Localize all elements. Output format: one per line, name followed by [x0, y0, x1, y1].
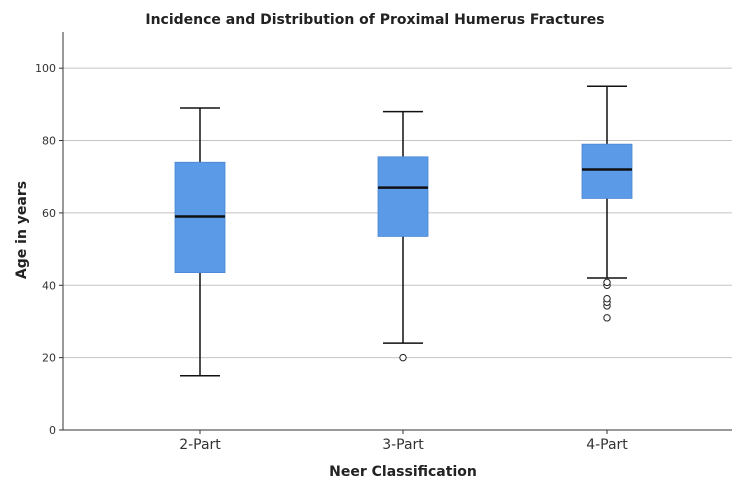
box-2-Part — [174, 107, 226, 377]
x-tick-labels: 2-Part 3-Part 4-Part — [179, 437, 628, 453]
x-tick-label-4-Part: 4-Part — [586, 437, 628, 453]
y-tick-label-60: 60 — [42, 207, 56, 220]
y-tick-label-80: 80 — [42, 135, 56, 148]
outlier-point — [603, 314, 611, 322]
y-tick-label-0: 0 — [49, 424, 56, 437]
boxes — [174, 85, 633, 377]
outlier-point — [603, 278, 611, 287]
y-tick-label-20: 20 — [42, 352, 56, 365]
iqr-box — [377, 156, 429, 237]
axes — [59, 32, 732, 434]
y-axis-title: Age in years — [14, 181, 30, 279]
box-4-Part — [581, 85, 633, 322]
iqr-box — [581, 143, 633, 199]
x-axis-title: Neer Classification — [329, 464, 477, 480]
outlier-point — [399, 353, 407, 362]
chart-title: Incidence and Distribution of Proximal H… — [145, 12, 604, 28]
x-tick-label-3-Part: 3-Part — [382, 437, 424, 453]
y-tick-label-100: 100 — [35, 62, 56, 75]
y-tick-labels: 0 20 40 60 80 100 — [35, 62, 56, 437]
y-tick-label-40: 40 — [42, 279, 56, 292]
outlier-point — [603, 294, 611, 303]
box-3-Part — [377, 110, 429, 362]
x-tick-label-2-Part: 2-Part — [179, 437, 221, 453]
